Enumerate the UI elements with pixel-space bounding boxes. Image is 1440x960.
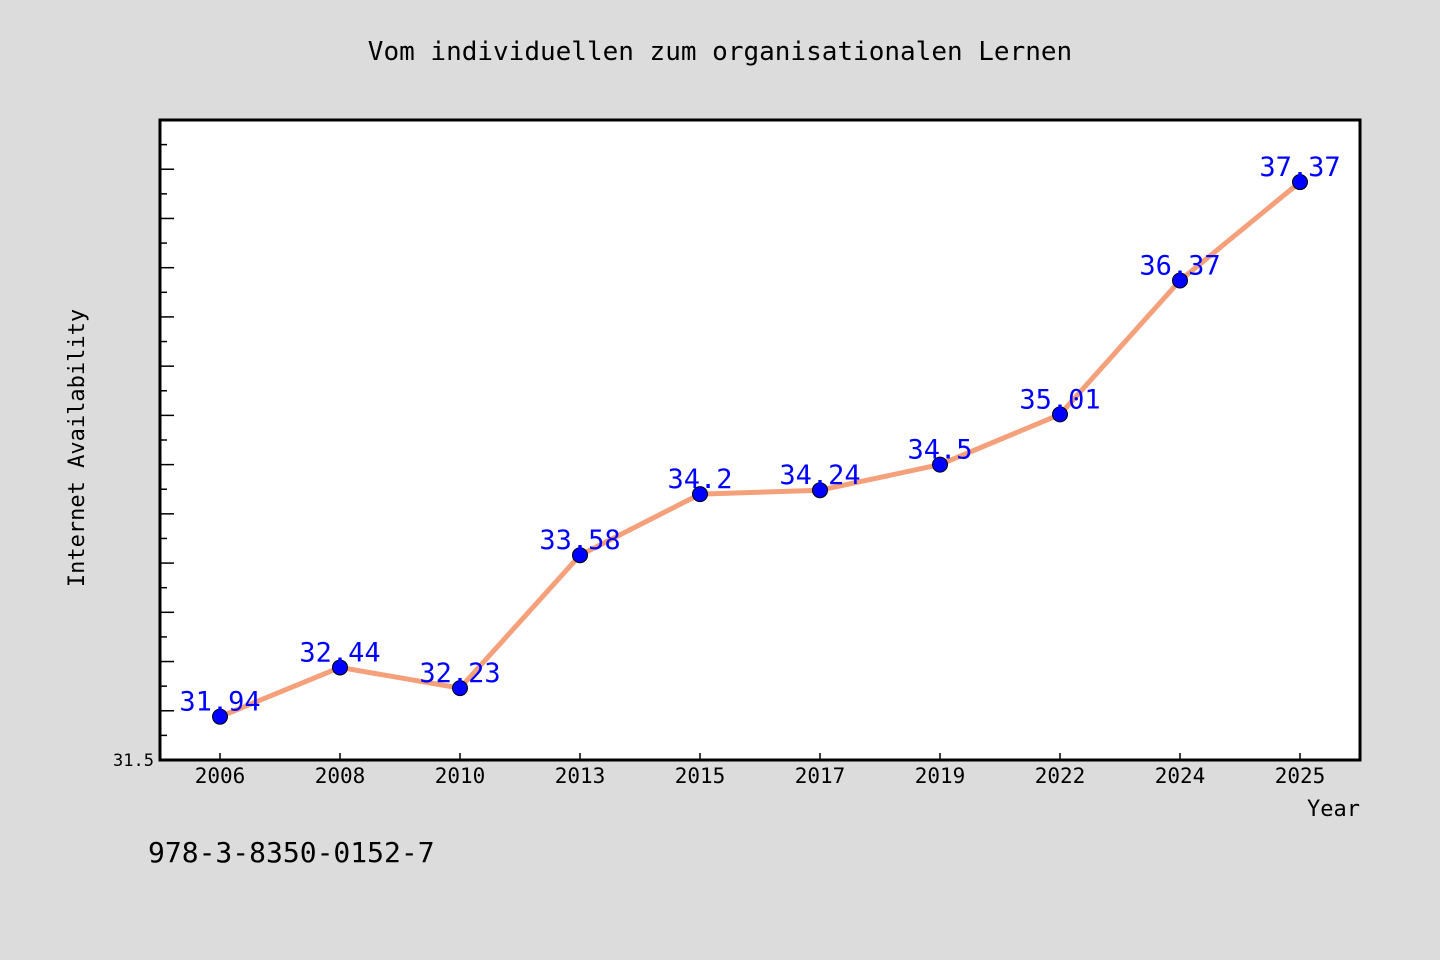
x-tick-label-2019: 2019 <box>915 764 966 788</box>
x-tick-label-2024: 2024 <box>1155 764 1206 788</box>
y-axis-label: Internet Availability <box>65 309 90 587</box>
data-label-2022: 35.01 <box>1019 384 1100 415</box>
x-axis-label: Year <box>1307 797 1360 822</box>
data-label-2025: 37.37 <box>1259 152 1340 183</box>
data-label-2010: 32.23 <box>419 658 500 689</box>
isbn-annotation: 978-3-8350-0152-7 <box>148 836 435 869</box>
x-tick-label-2022: 2022 <box>1035 764 1086 788</box>
y-axis-ticks <box>160 143 174 737</box>
y-tick-label-31-5: 31.5 <box>113 751 154 771</box>
data-point-2015 <box>692 486 708 503</box>
x-axis-ticks: 2006 2008 2010 2013 2015 2017 2019 2022 2024 2025 <box>195 753 1326 788</box>
data-label-2017: 34.24 <box>779 460 860 491</box>
x-tick-label-2013: 2013 <box>555 764 606 788</box>
data-point-2017 <box>812 482 828 499</box>
data-label-2013: 33.58 <box>539 525 620 556</box>
data-point-2025 <box>1292 174 1308 191</box>
data-labels: 31.94 32.44 32.23 33.58 34.2 34.24 34.5 35.01 36… <box>179 152 1340 718</box>
plot-area <box>158 118 1362 762</box>
x-tick-label-2010: 2010 <box>435 764 486 788</box>
data-point-2010 <box>452 680 468 697</box>
data-point-2019 <box>932 456 948 473</box>
x-tick-label-2017: 2017 <box>795 764 846 788</box>
x-tick-label-2008: 2008 <box>315 764 366 788</box>
series-layer <box>212 174 1308 725</box>
data-point-2022 <box>1052 406 1068 423</box>
data-point-2013 <box>572 547 588 564</box>
data-label-2019: 34.5 <box>907 435 972 466</box>
data-point-2024 <box>1172 272 1188 289</box>
data-point-2006 <box>212 708 228 725</box>
series-line <box>217 179 1303 720</box>
data-point-2008 <box>332 659 348 676</box>
x-tick-label-2006: 2006 <box>195 764 246 788</box>
data-label-2006: 31.94 <box>179 687 260 718</box>
chart-title: Vom individuellen zum organisationalen L… <box>368 37 1072 67</box>
x-tick-label-2025: 2025 <box>1275 764 1326 788</box>
data-label-2008: 32.44 <box>299 637 380 668</box>
x-tick-label-2015: 2015 <box>675 764 726 788</box>
data-label-2024: 36.37 <box>1139 250 1220 281</box>
data-label-2015: 34.2 <box>667 464 732 495</box>
